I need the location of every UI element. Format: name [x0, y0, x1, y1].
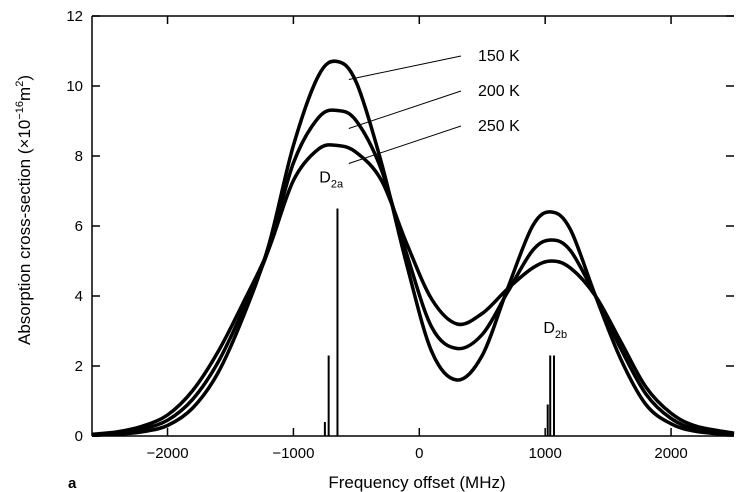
x-tick-label: −2000 — [146, 445, 188, 462]
y-tick-label: 10 — [66, 78, 83, 95]
y-tick-label: 12 — [66, 8, 83, 25]
y-axis-title: Absorption cross-section (×10−16m2) — [14, 75, 34, 345]
peak-label-2b: D2b — [543, 320, 567, 341]
x-axis-title: Frequency offset (MHz) — [328, 473, 505, 492]
peak-label-main: D — [543, 320, 555, 337]
panel-letter: a — [68, 475, 77, 492]
y-axis-title-exp: −16 — [14, 101, 26, 120]
x-axis-ticks: −2000 −1000 0 1000 2000 — [146, 16, 688, 462]
legend-label-curve-200k: 200 K — [478, 83, 520, 100]
y-tick-label: 6 — [75, 218, 83, 235]
curve-200k — [91, 108, 735, 437]
y-axis-title-unit: m — [15, 87, 34, 101]
curve-150k — [91, 59, 735, 438]
curve-250k — [91, 143, 735, 437]
x-tick-label: −1000 — [272, 445, 314, 462]
y-tick-label: 8 — [75, 148, 83, 165]
y-axis-ticks: 0 2 4 6 8 10 12 — [66, 8, 734, 445]
y-tick-label: 2 — [75, 358, 83, 375]
stick-lines — [323, 208, 555, 436]
legend-labels: 150 K 200 K 250 K — [478, 48, 520, 135]
peak-label-main: D — [319, 170, 331, 187]
y-axis-title-unit-exp: 2 — [14, 81, 26, 87]
legend-leader-line — [348, 90, 462, 129]
x-tick-label: 0 — [415, 445, 423, 462]
y-tick-label: 4 — [75, 288, 83, 305]
legend-leader-line — [348, 55, 462, 80]
peak-label-sub: 2a — [331, 179, 344, 191]
y-tick-label: 0 — [75, 428, 83, 445]
series-curves — [91, 59, 735, 438]
legend-label-curve-150k: 150 K — [478, 48, 520, 65]
legend-leader-line — [348, 125, 462, 164]
peak-label-2a: D2a — [319, 170, 344, 191]
y-axis-title-close: ) — [15, 75, 34, 81]
x-tick-label: 1000 — [528, 445, 561, 462]
x-tick-label: 2000 — [654, 445, 687, 462]
peak-label-sub: 2b — [555, 329, 567, 341]
legend-label-curve-250k: 250 K — [478, 118, 520, 135]
legend-leader-lines — [348, 55, 462, 164]
y-axis-title-main: Absorption cross-section (×10 — [15, 120, 34, 345]
